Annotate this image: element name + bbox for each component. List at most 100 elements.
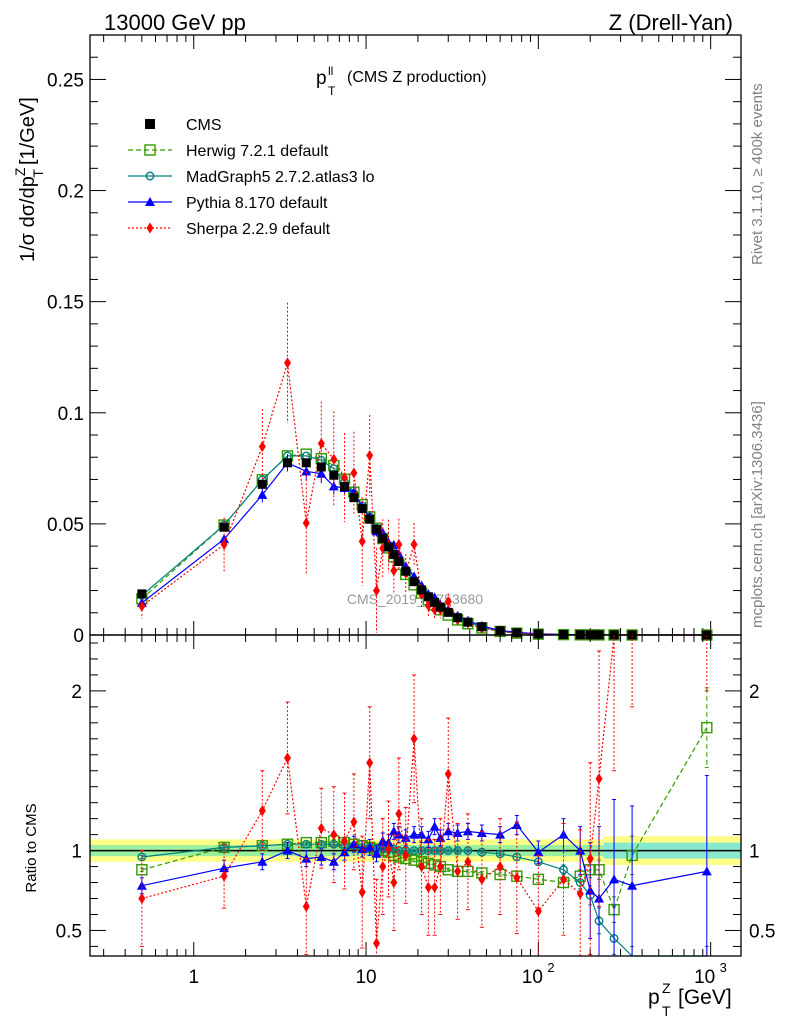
ratio-point-3 [436,861,444,873]
ratio-point-2 [443,826,454,836]
main-point-3 [138,600,146,612]
ratio-point-3 [464,856,472,868]
ratio-point-3 [258,805,266,817]
rivet-label: Rivet 3.1.10, ≥ 400k events [749,83,766,265]
legend-marker [145,119,155,129]
legend-label: MadGraph5 2.7.2.atlas3 lo [186,169,375,186]
cms-data-point [401,566,411,576]
y-tick-label: 0.15 [47,293,84,314]
ratio-y-tick-label: 2 [71,682,82,703]
ratio-point-1 [430,846,440,856]
ratio-point-2 [558,829,569,839]
ratio-point-2 [364,842,375,852]
cms-data-point [430,597,440,607]
cms-data-point [378,534,388,544]
cms-data-point [357,504,367,514]
watermark: CMS_2019_I1753680 [347,591,483,607]
ratio-y-tick-label: 0.5 [56,921,82,942]
ratio-point-1 [257,841,267,851]
cms-data-point [257,479,267,489]
x-axis-label-p: p [648,986,660,1009]
main-point-2 [328,481,339,491]
main-point-3 [366,450,374,462]
ratio-point-3 [385,843,393,855]
ratio-point-2 [609,874,620,884]
main-point-3 [395,539,403,551]
process-label: Z (Drell-Yan) [609,10,733,35]
cms-data-point [417,585,427,595]
x-tick-label-exponent: 2 [547,960,554,975]
cms-data-point [435,602,445,612]
ratio-y-tick-label-right: 1 [749,842,760,863]
legend-marker [145,171,155,181]
cms-data-point [453,613,463,623]
main-point-3 [341,472,349,484]
ratio-point-3 [576,888,584,900]
ratio-panel: 0.5 0.5 1 1 2 2 [56,634,775,957]
ratio-point-3 [358,886,366,898]
main-point-3 [220,538,228,550]
x-tick-label: 1 [188,967,199,988]
ratio-point-2 [511,820,522,830]
y-tick-label: 0.25 [47,70,84,91]
main-series [136,302,713,641]
ratio-point-1 [137,852,147,862]
legend-label: CMS [186,117,222,134]
y-tick-label: 0.05 [47,515,84,536]
ratio-y-tick-label-right: 2 [749,682,760,703]
main-point-3 [258,441,266,453]
cms-data-point [512,628,522,638]
ratio-point-1 [219,842,229,852]
ratio-point-1 [301,839,311,849]
cms-data-point [372,524,382,534]
panel-title-rest: (CMS Z production) [347,69,487,86]
cms-data-point [389,550,399,560]
ratio-point-3 [395,808,403,820]
y-tick-label: 0.2 [58,182,84,203]
ratio-point-3 [586,853,594,865]
cms-data-point [443,607,453,617]
x-axis-label-sup: Z [662,980,671,996]
cms-data-point [463,617,473,627]
ratio-line-3 [141,634,707,944]
main-point-3 [410,538,418,550]
panel-title-p: p [316,68,327,89]
ratio-point-2 [585,885,596,895]
ratio-point-3 [390,877,398,889]
ratio-point-2 [371,848,382,858]
main-point-3 [317,437,325,449]
ratio-point-3 [373,937,381,949]
legend-marker [145,197,155,206]
ratio-point-2 [219,863,230,873]
main-point-3 [302,517,310,529]
main-ticks: 0 0.05 0.1 0.15 0.2 0.25 [47,35,741,647]
ratio-point-3 [302,900,310,912]
ratio-frame [89,634,742,957]
ratio-point-3 [444,768,452,780]
mcplots-label: mcplots.cern.ch [arXiv:1306.3436] [749,401,766,628]
ratio-y-tick-label: 1 [71,842,82,863]
legend-label: Sherpa 2.2.9 default [186,221,331,238]
ratio-ticks: 0.5 0.5 1 1 2 2 [56,635,775,956]
ratio-point-3 [560,873,568,885]
cms-data-point [301,458,311,468]
cms-data-point [219,522,229,532]
ratio-point-2 [409,829,420,839]
main-line-3 [141,362,707,636]
cms-data-point [340,482,350,492]
main-point-2 [316,468,327,478]
ratio-point-2 [339,847,350,857]
ratio-point-3 [431,881,439,893]
ratio-point-2 [136,880,147,890]
x-tick-label: 10 [694,967,715,988]
cms-data-point [384,542,394,552]
ratio-point-1 [512,852,522,862]
ratio-point-2 [435,832,446,842]
ratio-point-3 [454,865,462,877]
ratio-point-3 [138,893,146,905]
ratio-point-3 [283,752,291,764]
cms-data-point [394,556,404,566]
ratio-point-2 [627,880,638,890]
ratio-point-0 [701,721,713,734]
